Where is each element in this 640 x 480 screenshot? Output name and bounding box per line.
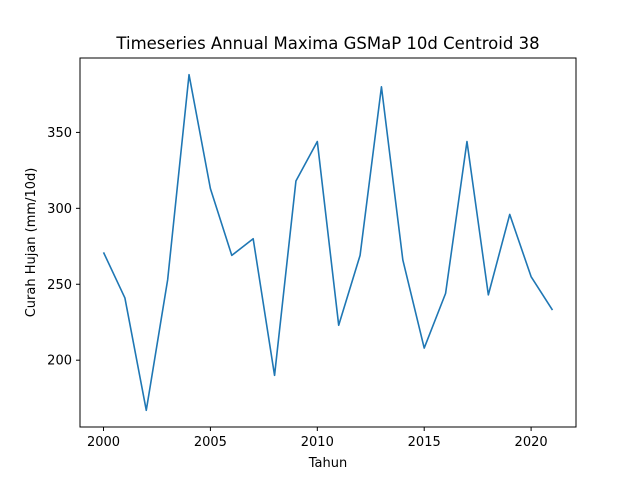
- series-line: [102, 73, 554, 412]
- x-tick-label: 2010: [301, 435, 334, 450]
- x-tick-label: 2005: [194, 435, 227, 450]
- y-axis-label: Curah Hujan (mm/10d): [24, 168, 39, 318]
- y-tick-label: 300: [47, 202, 72, 217]
- x-tick-label: 2020: [515, 435, 548, 450]
- x-tick-label: 2015: [408, 435, 441, 450]
- x-tick-label: 2000: [87, 435, 120, 450]
- y-tick-label: 250: [47, 278, 72, 293]
- y-tick-label: 200: [47, 354, 72, 369]
- x-axis-label: Tahun: [308, 456, 347, 471]
- series-group: [102, 73, 554, 412]
- plot-frame: [79, 57, 577, 428]
- x-axis-ticks: 2000 2005 2010 2015 2020: [87, 427, 548, 450]
- y-tick-label: 350: [47, 126, 72, 141]
- chart-title: Timeseries Annual Maxima GSMaP 10d Centr…: [115, 34, 539, 53]
- y-axis-ticks: 200 250 300 350: [47, 126, 80, 369]
